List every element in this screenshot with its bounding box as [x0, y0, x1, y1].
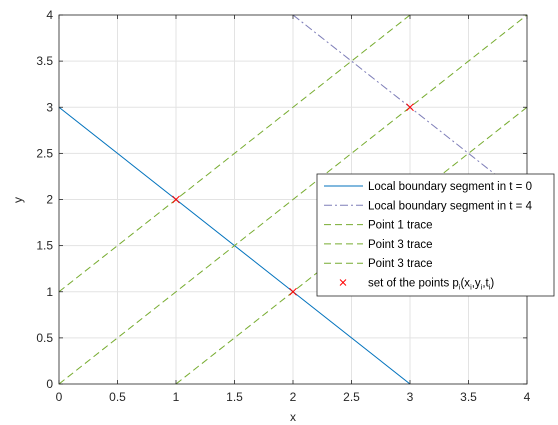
- x-tick-label-4: 2: [290, 390, 297, 404]
- y-tick-label-7: 3.5: [36, 54, 53, 68]
- x-tick-label-8: 4: [524, 390, 531, 404]
- x-tick-label-5: 2.5: [343, 390, 360, 404]
- legend-swatch-points: [339, 279, 347, 286]
- x-tick-label-0: 0: [56, 390, 63, 404]
- x-axis-label: x: [290, 410, 296, 424]
- point-marker-2: [406, 103, 414, 112]
- x-tick-label-7: 3.5: [460, 390, 477, 404]
- y-tick-label-4: 2: [46, 193, 53, 207]
- legend-label-points: set of the points pi(xi,yi,ti): [368, 278, 494, 292]
- y-tick-label-0: 0: [46, 377, 53, 391]
- series-line-2: [58, 14, 411, 293]
- y-tick-label-3: 1.5: [36, 239, 53, 253]
- y-tick-label-1: 0.5: [36, 331, 53, 345]
- y-tick-label-6: 3: [46, 100, 53, 114]
- y-axis-label: y: [11, 197, 25, 203]
- legend-box: [316, 173, 555, 297]
- y-tick-label-8: 4: [46, 8, 53, 22]
- point-marker-1: [289, 287, 297, 296]
- legend-label-1: Local boundary segment in t = 4: [368, 200, 533, 212]
- legend: Local boundary segment in t = 0 Local bou…: [316, 173, 555, 297]
- points-layer: [172, 103, 414, 296]
- legend-label-4: Point 3 trace: [368, 258, 433, 270]
- x-tick-label-2: 1: [173, 390, 180, 404]
- legend-label-3: Point 3 trace: [368, 239, 433, 251]
- ticks: 0 0.5 1 1.5 2 2.5 3 3.5 4 0 0.5 1 1.5 2 2.5 3 3.5 4: [36, 8, 530, 404]
- x-tick-label-6: 3: [407, 390, 414, 404]
- legend-label-2: Point 1 trace: [368, 220, 433, 232]
- point-marker-0: [172, 195, 180, 204]
- x-tick-label-3: 1.5: [226, 390, 243, 404]
- y-tick-label-5: 2.5: [36, 146, 53, 160]
- legend-label-0: Local boundary segment in t = 0: [368, 181, 532, 193]
- y-tick-label-2: 1: [46, 285, 53, 299]
- series-line-3: [58, 14, 528, 385]
- x-tick-label-1: 0.5: [109, 390, 126, 404]
